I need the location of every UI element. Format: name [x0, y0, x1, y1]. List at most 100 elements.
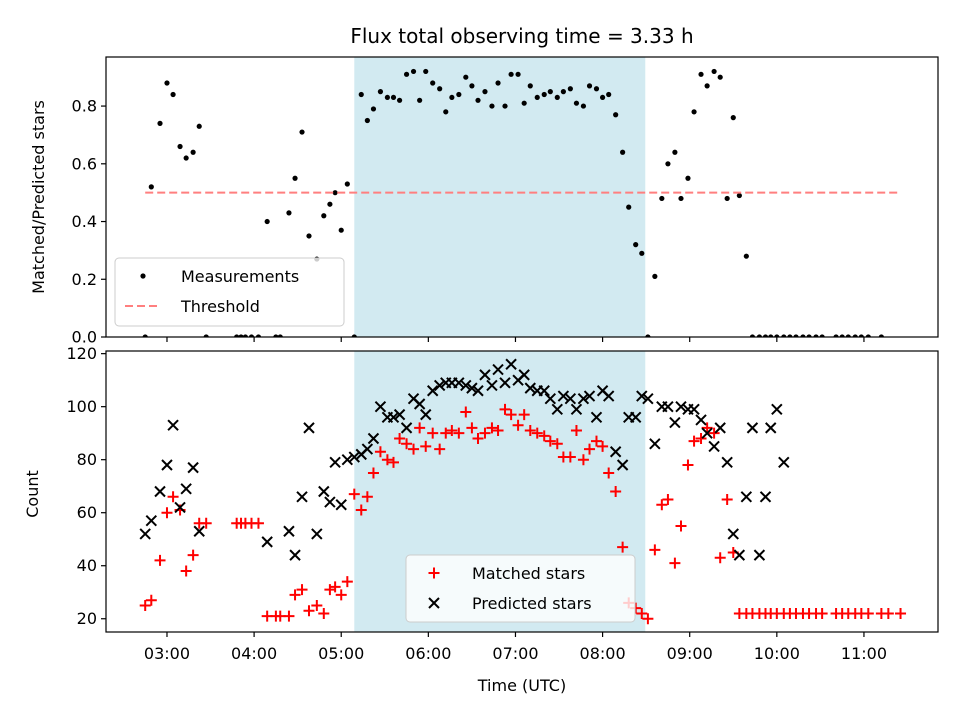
matched-point — [440, 427, 452, 439]
matched-point — [472, 432, 484, 444]
predicted-point — [765, 422, 777, 434]
data-point — [762, 334, 769, 337]
data-point — [482, 89, 488, 95]
axes-frame — [105, 56, 939, 338]
data-point — [858, 334, 864, 337]
data-point — [736, 192, 742, 199]
data-point — [502, 103, 508, 109]
data-point — [743, 253, 749, 259]
matched-point — [289, 589, 301, 601]
matched-point — [617, 541, 629, 553]
data-point — [196, 123, 202, 129]
data-point — [560, 89, 566, 95]
predicted-point — [649, 438, 661, 450]
data-point — [749, 334, 756, 337]
predicted-point — [538, 385, 550, 397]
matched-point — [367, 467, 379, 479]
data-point — [358, 91, 364, 98]
predicted-point — [289, 549, 301, 561]
predicted-point — [740, 491, 753, 503]
predicted-point — [642, 393, 654, 405]
matched-point — [446, 425, 458, 437]
legend-marker-swatch — [428, 567, 440, 579]
matched-point — [492, 425, 504, 437]
legend-marker-swatch — [428, 597, 440, 609]
matched-point — [427, 427, 439, 439]
matched-point — [636, 607, 648, 619]
data-point — [338, 227, 344, 233]
matched-point — [460, 406, 472, 418]
data-point — [659, 195, 665, 202]
matched-point — [161, 507, 173, 519]
matched-point — [538, 430, 550, 442]
matched-point — [187, 549, 199, 561]
data-point — [730, 115, 736, 121]
y-tick-label: 0.2 — [72, 270, 97, 289]
predicted-point — [524, 382, 536, 394]
predicted-point — [714, 422, 726, 434]
axes-frame — [105, 350, 939, 633]
chart-title: Flux total observing time = 3.33 h — [350, 24, 693, 48]
predicted-point — [675, 400, 687, 413]
data-point — [852, 334, 858, 337]
predicted-point — [564, 393, 577, 405]
predicted-point — [577, 393, 590, 405]
predicted-point — [139, 528, 151, 540]
data-point — [781, 334, 787, 337]
predicted-point — [453, 377, 465, 389]
data-point — [756, 334, 763, 337]
x-tick-label: 07:00 — [492, 644, 538, 663]
data-point — [599, 94, 606, 101]
data-point — [183, 155, 189, 161]
predicted-point — [472, 385, 484, 397]
predicted-point — [727, 528, 739, 540]
predicted-point — [261, 536, 273, 548]
predicted-point — [180, 483, 192, 495]
data-point — [157, 120, 163, 126]
data-point — [148, 184, 154, 190]
data-point — [878, 334, 884, 337]
x-tick-label: 05:00 — [318, 644, 364, 663]
predicted-point — [733, 549, 746, 561]
data-point — [819, 334, 825, 337]
predicted-point — [708, 440, 720, 453]
predicted-point — [688, 403, 700, 416]
matched-point — [154, 554, 166, 566]
observing-window-span — [354, 57, 646, 337]
matched-point — [577, 454, 589, 466]
predicted-point — [193, 525, 205, 537]
data-point — [620, 149, 626, 155]
matched-point — [341, 576, 353, 588]
data-point — [370, 106, 377, 112]
data-point — [793, 334, 799, 337]
matched-point — [524, 425, 536, 437]
predicted-point — [492, 363, 504, 376]
matched-point — [324, 584, 336, 596]
data-point — [177, 143, 183, 150]
predicted-point — [629, 411, 642, 423]
predicted-point — [161, 459, 173, 471]
matched-point — [381, 454, 393, 466]
y-tick-label: 20 — [77, 609, 97, 628]
data-point — [377, 89, 384, 95]
legend-label: Threshold — [180, 297, 260, 316]
predicted-point — [426, 385, 439, 397]
data-point — [344, 181, 350, 187]
legend-label: Matched stars — [472, 564, 585, 583]
series-measurements — [142, 68, 884, 337]
data-point — [364, 117, 370, 124]
x-tick-label: 06:00 — [405, 644, 451, 663]
data-point — [573, 100, 580, 106]
data-point — [403, 71, 410, 77]
data-point — [839, 334, 845, 337]
matched-point — [466, 422, 478, 434]
data-point — [495, 80, 501, 86]
matched-point — [387, 456, 399, 468]
x-tick-label: 11:00 — [841, 644, 887, 663]
data-point — [580, 103, 587, 109]
data-point — [299, 129, 305, 135]
data-point — [306, 233, 312, 239]
matched-point — [329, 581, 341, 593]
y-tick-label: 0.8 — [72, 97, 97, 116]
data-point — [806, 334, 812, 337]
